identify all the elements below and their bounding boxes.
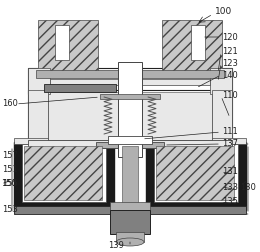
Bar bbox=[38, 20, 98, 72]
Bar bbox=[162, 20, 222, 72]
Text: 100: 100 bbox=[215, 8, 232, 16]
Text: 130: 130 bbox=[240, 182, 256, 192]
Text: 160: 160 bbox=[2, 100, 18, 109]
Bar bbox=[212, 90, 232, 142]
Bar bbox=[50, 79, 210, 85]
Text: 139: 139 bbox=[108, 241, 124, 250]
Bar bbox=[110, 210, 150, 234]
Text: 120: 120 bbox=[222, 33, 238, 42]
Bar bbox=[96, 142, 164, 148]
Bar bbox=[28, 140, 232, 148]
Bar bbox=[146, 206, 246, 214]
Bar bbox=[122, 146, 138, 202]
Bar bbox=[108, 136, 152, 144]
Text: 157: 157 bbox=[2, 151, 18, 161]
Bar bbox=[28, 68, 232, 94]
Text: 110: 110 bbox=[222, 91, 238, 101]
Bar bbox=[110, 202, 150, 210]
Ellipse shape bbox=[116, 238, 144, 246]
Text: 151: 151 bbox=[2, 166, 18, 174]
Text: 153: 153 bbox=[2, 205, 18, 214]
Text: 121: 121 bbox=[222, 47, 238, 56]
Text: 135: 135 bbox=[222, 198, 238, 206]
Text: 150: 150 bbox=[1, 179, 17, 188]
Text: 111: 111 bbox=[222, 128, 238, 137]
Bar bbox=[48, 92, 212, 140]
Bar bbox=[212, 138, 246, 144]
Text: 131: 131 bbox=[222, 168, 238, 176]
Bar bbox=[28, 90, 232, 142]
Bar bbox=[118, 62, 142, 157]
Bar bbox=[55, 25, 69, 60]
Text: 137: 137 bbox=[222, 140, 238, 148]
Bar bbox=[191, 25, 205, 60]
Bar bbox=[28, 68, 50, 94]
Bar bbox=[156, 146, 234, 200]
Text: 133: 133 bbox=[222, 182, 238, 192]
Bar bbox=[146, 142, 246, 210]
Bar bbox=[44, 84, 116, 92]
Bar bbox=[154, 144, 238, 202]
Bar bbox=[36, 70, 224, 78]
Bar bbox=[22, 144, 106, 202]
Text: 155: 155 bbox=[2, 179, 18, 188]
Bar bbox=[100, 94, 160, 99]
Text: 123: 123 bbox=[222, 58, 238, 68]
Bar bbox=[28, 90, 48, 142]
Bar bbox=[116, 232, 144, 242]
Bar bbox=[210, 68, 232, 94]
Bar bbox=[14, 138, 48, 144]
Bar bbox=[24, 146, 102, 200]
Bar bbox=[14, 206, 114, 214]
Text: 140: 140 bbox=[222, 71, 238, 79]
Bar bbox=[14, 142, 114, 210]
